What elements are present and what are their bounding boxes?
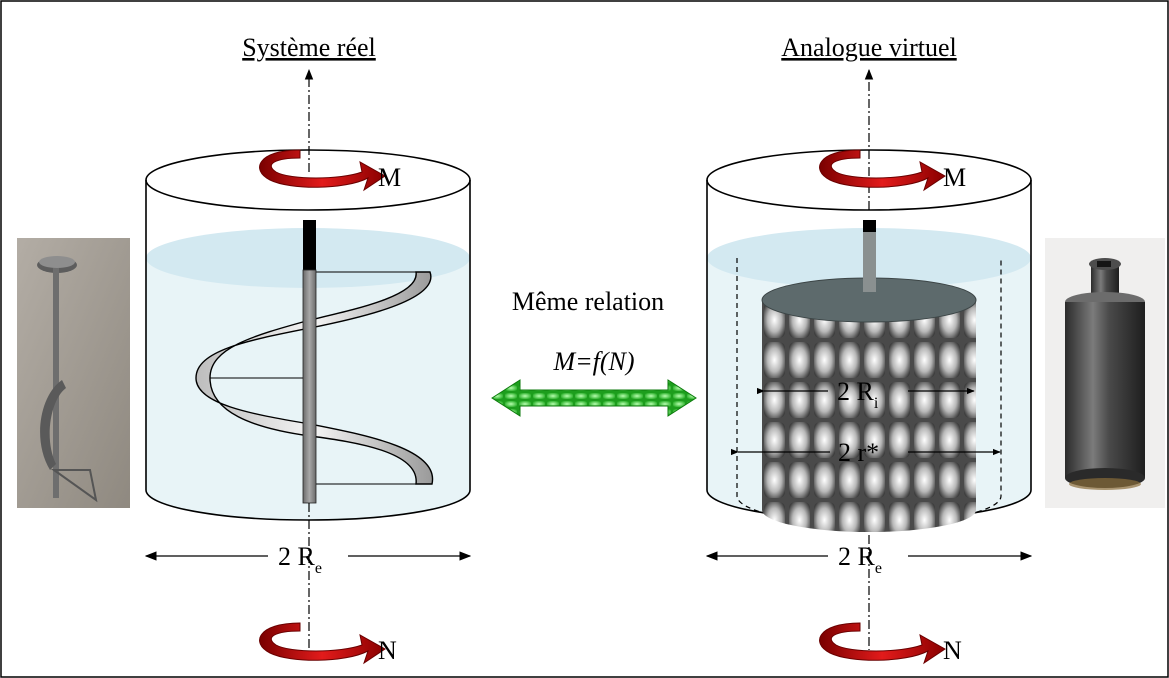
- right-speed-label: N: [943, 636, 962, 665]
- center-relation: Même relation M=f(N): [491, 287, 697, 417]
- relation-text: Même relation: [512, 287, 664, 316]
- left-speed-label: N: [378, 636, 397, 665]
- right-panel: Analogue virtuel M N 2 Ri 2 r* 2 Re: [705, 33, 1165, 665]
- helical-ribbon-impeller: [195, 220, 434, 504]
- right-speed-arrow-icon: [819, 622, 946, 665]
- right-torque-arrow-icon: [819, 149, 946, 192]
- relation-equation: M=f(N): [552, 347, 634, 376]
- left-torque-label: M: [378, 163, 401, 192]
- right-torque-label: M: [943, 163, 966, 192]
- right-diameter-label: 2 Re: [838, 542, 882, 577]
- virtual-radius-label: 2 r*: [838, 438, 879, 467]
- left-diameter-label: 2 Re: [278, 542, 322, 577]
- cylindrical-rotor: [761, 220, 977, 532]
- left-panel-title: Système réel: [242, 33, 376, 62]
- left-panel: Système réel M N 2 Re: [17, 33, 472, 665]
- left-torque-arrow-icon: [259, 149, 386, 192]
- cylindrical-rotor-photo: [1045, 238, 1165, 508]
- helical-ribbon-impeller-photo: [17, 238, 130, 508]
- right-panel-title: Analogue virtuel: [781, 33, 956, 62]
- double-arrow-icon: [491, 379, 697, 417]
- inner-diameter-label: 2 Ri: [837, 377, 879, 412]
- left-speed-arrow-icon: [259, 622, 386, 665]
